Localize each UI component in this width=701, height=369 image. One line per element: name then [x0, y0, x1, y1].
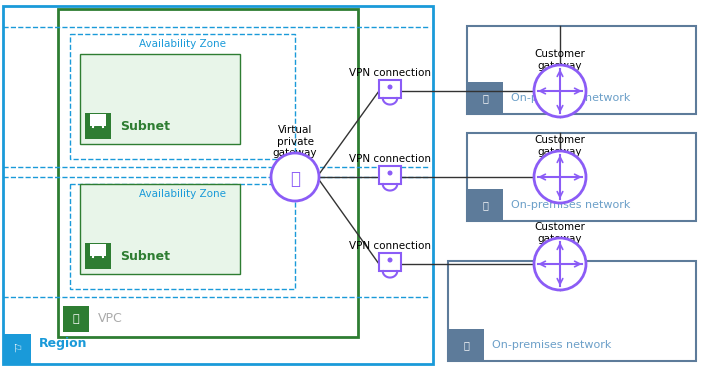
Text: On-premises network: On-premises network: [492, 340, 611, 350]
Bar: [70, 34, 295, 159]
Text: Customer
gateway: Customer gateway: [535, 135, 585, 156]
Bar: [448, 261, 696, 361]
Circle shape: [534, 238, 586, 290]
Text: VPN connection: VPN connection: [349, 68, 431, 78]
Text: Subnet: Subnet: [120, 249, 170, 262]
Text: 🔒: 🔒: [290, 170, 300, 188]
Text: Availability Zone: Availability Zone: [139, 39, 226, 49]
Text: ⚐: ⚐: [12, 344, 22, 354]
Text: VPC: VPC: [98, 313, 123, 325]
Bar: [80, 54, 240, 144]
Bar: [90, 244, 106, 256]
Circle shape: [388, 85, 393, 90]
Text: VPN connection: VPN connection: [349, 241, 431, 251]
Text: 🏛: 🏛: [482, 200, 488, 210]
Bar: [467, 189, 503, 221]
Bar: [467, 82, 503, 114]
Text: 🏛: 🏛: [463, 340, 469, 350]
Bar: [90, 114, 106, 126]
Bar: [58, 9, 358, 337]
Bar: [379, 253, 401, 271]
Text: Availability Zone: Availability Zone: [139, 189, 226, 199]
Text: On-premises network: On-premises network: [511, 93, 630, 103]
Bar: [3, 6, 433, 364]
Circle shape: [534, 151, 586, 203]
Text: Virtual
private
gateway: Virtual private gateway: [273, 125, 318, 158]
Text: VPN connection: VPN connection: [349, 154, 431, 164]
Bar: [448, 329, 484, 361]
Bar: [85, 243, 111, 269]
Bar: [379, 80, 401, 98]
Circle shape: [388, 258, 393, 262]
Text: Customer
gateway: Customer gateway: [535, 49, 585, 70]
Circle shape: [534, 65, 586, 117]
Text: Customer
gateway: Customer gateway: [535, 222, 585, 244]
Bar: [467, 26, 696, 114]
Bar: [63, 306, 89, 332]
Bar: [80, 184, 240, 274]
Text: On-premises network: On-premises network: [511, 200, 630, 210]
Bar: [70, 184, 295, 289]
Bar: [85, 113, 111, 139]
Text: Region: Region: [39, 338, 88, 351]
Text: ⛅: ⛅: [73, 314, 79, 324]
Text: Subnet: Subnet: [120, 120, 170, 132]
Text: 🏛: 🏛: [482, 93, 488, 103]
Circle shape: [271, 153, 319, 201]
Bar: [379, 166, 401, 184]
Bar: [3, 334, 31, 364]
Bar: [467, 133, 696, 221]
Circle shape: [388, 170, 393, 176]
